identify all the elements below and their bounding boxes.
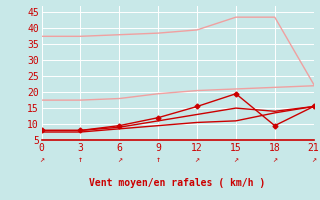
Text: ↗: ↗ xyxy=(39,156,44,164)
Text: ↑: ↑ xyxy=(156,156,161,164)
Text: ↗: ↗ xyxy=(311,156,316,164)
X-axis label: Vent moyen/en rafales ( km/h ): Vent moyen/en rafales ( km/h ) xyxy=(90,178,266,188)
Text: ↑: ↑ xyxy=(78,156,83,164)
Text: ↗: ↗ xyxy=(233,156,238,164)
Text: ↗: ↗ xyxy=(117,156,122,164)
Text: ↗: ↗ xyxy=(195,156,200,164)
Text: ↗: ↗ xyxy=(272,156,277,164)
